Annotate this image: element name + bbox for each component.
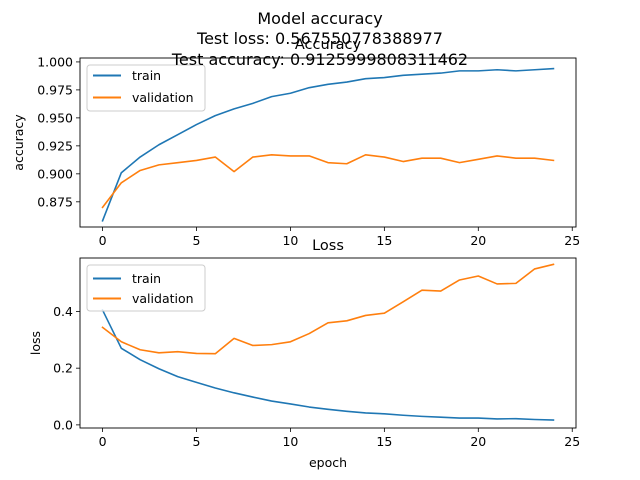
accuracy-series-train-line: [101, 67, 555, 222]
accuracy-title: Accuracy: [295, 37, 362, 53]
accuracy-series-layer: [101, 67, 555, 222]
loss-x-tick-label: 5: [193, 434, 201, 449]
accuracy-x-tick-label: 20: [470, 233, 486, 248]
accuracy-legend: train validation: [86, 64, 206, 112]
loss-x-axis-label: epoch: [309, 455, 347, 470]
accuracy-legend-label-validation: validation: [132, 90, 194, 105]
suptitle-line-2: Test loss: 0.567550778388977: [196, 29, 443, 48]
loss-legend-label-train: train: [132, 271, 161, 286]
loss-x-tick-label: 20: [470, 434, 486, 449]
loss-y-tick-label: 0.2: [53, 361, 73, 376]
accuracy-panel: 0 5 10 15 20 25 0.875 0.900 0.925 0.950 0.975 1.000…: [11, 37, 580, 248]
suptitle-line-3: Test accuracy: 0.9125999808311462: [171, 50, 468, 69]
accuracy-y-axis-label: accuracy: [11, 114, 26, 171]
loss-series-train-line: [101, 308, 555, 421]
loss-panel: 0 5 10 15 20 25 0.0 0.2 0.4 Loss loss epoch trai…: [28, 238, 580, 470]
accuracy-y-tick-label: 0.900: [37, 166, 73, 181]
loss-x-tick-label: 0: [99, 434, 107, 449]
accuracy-y-tick-label: 1.000: [37, 54, 73, 69]
loss-x-tick-label: 15: [376, 434, 392, 449]
accuracy-series-validation-line: [101, 154, 555, 209]
loss-series-layer: [101, 263, 555, 421]
suptitle-line-1: Model accuracy: [257, 9, 382, 28]
accuracy-x-tick-label: 15: [376, 233, 392, 248]
accuracy-y-tick-label: 0.975: [37, 82, 73, 97]
loss-y-axis-label: loss: [28, 331, 43, 355]
loss-legend-label-validation: validation: [132, 291, 194, 306]
loss-title: Loss: [312, 238, 344, 254]
loss-y-tick-label: 0.0: [53, 417, 73, 432]
accuracy-y-tick-label: 0.925: [37, 138, 73, 153]
accuracy-axes-frame: [79, 57, 577, 228]
accuracy-x-tick-label: 25: [564, 233, 580, 248]
accuracy-x-tick-label: 5: [193, 233, 201, 248]
loss-series-validation-line: [101, 263, 555, 355]
accuracy-legend-label-train: train: [132, 68, 161, 83]
loss-axes-frame: [79, 257, 577, 429]
loss-ticks: 0 5 10 15 20 25 0.0 0.2 0.4: [53, 304, 580, 449]
loss-legend: train validation: [86, 264, 206, 312]
accuracy-x-tick-label: 0: [99, 233, 107, 248]
accuracy-x-tick-label: 10: [282, 233, 298, 248]
loss-x-tick-label: 25: [564, 434, 580, 449]
accuracy-y-tick-label: 0.950: [37, 110, 73, 125]
loss-x-tick-label: 10: [282, 434, 298, 449]
loss-y-tick-label: 0.4: [53, 304, 73, 319]
accuracy-ticks: 0 5 10 15 20 25 0.875 0.900 0.925 0.950 0.975 1.000: [37, 54, 580, 248]
accuracy-y-tick-label: 0.875: [37, 194, 73, 209]
